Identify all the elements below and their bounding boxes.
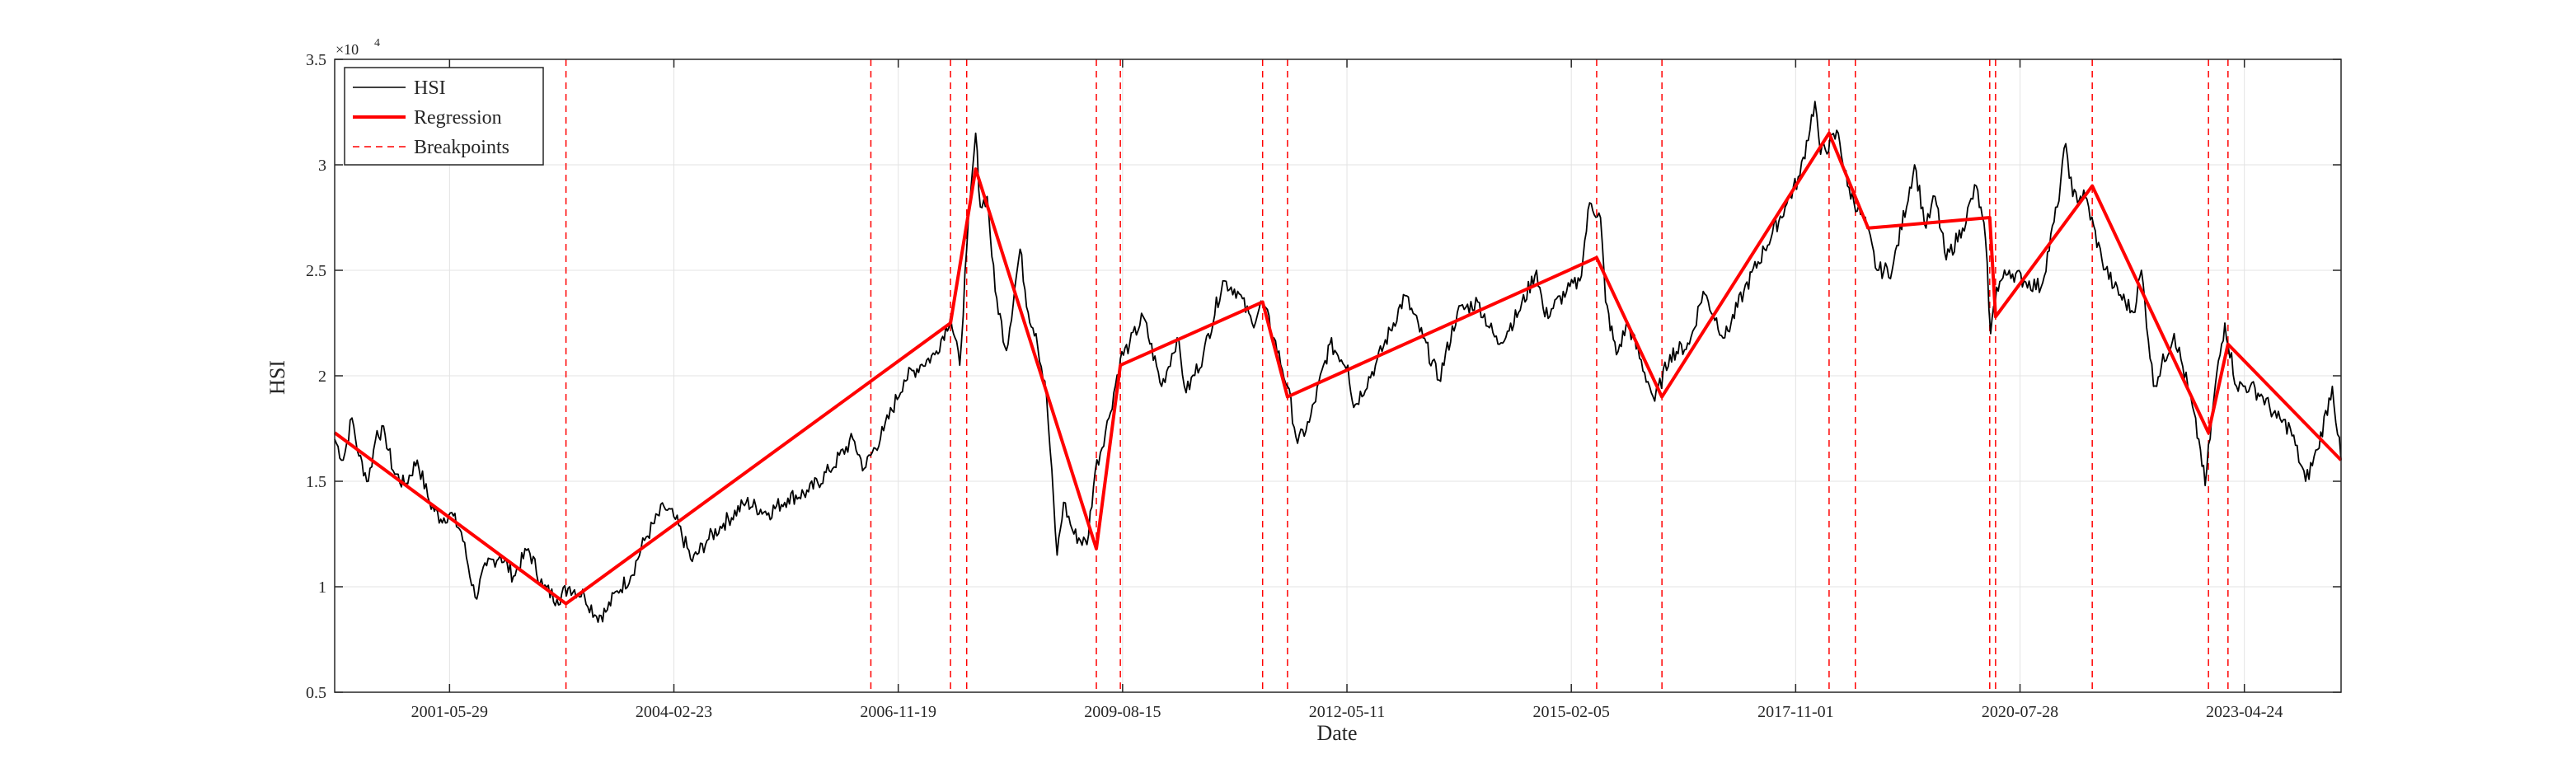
x-axis-label: Date [1316, 721, 1357, 745]
y-tick-label-3: 2 [318, 368, 326, 386]
x-tick-label-3: 2009-08-15 [1084, 703, 1161, 721]
y-tick-label-0: 0.5 [306, 684, 326, 702]
x-tick-label-6: 2017-11-01 [1757, 703, 1834, 721]
y-tick-label-4: 2.5 [306, 262, 326, 280]
x-tick-label-1: 2004-02-23 [636, 703, 712, 721]
x-tick-label-2: 2006-11-19 [860, 703, 936, 721]
legend-label-hsi: HSI [414, 77, 446, 99]
series-layer [333, 101, 2343, 623]
tick-labels: 2001-05-29 2004-02-23 2006-11-19 2009-08-15… [306, 51, 2283, 721]
x-tick-label-7: 2020-07-28 [1982, 703, 2058, 721]
x-tick-label-4: 2012-05-11 [1309, 703, 1386, 721]
x-tick-label-5: 2015-02-05 [1533, 703, 1610, 721]
legend-label-breakpoints: Breakpoints [414, 137, 509, 158]
y-exponent-power: 4 [374, 37, 380, 49]
legend-label-regression: Regression [414, 107, 502, 129]
legend: HSI Regression Breakpoints [344, 67, 544, 166]
y-tick-label-6: 3.5 [306, 51, 326, 69]
y-tick-label-1: 1 [318, 579, 326, 597]
axes [334, 59, 2342, 693]
y-exponent: ×10 4 [335, 37, 380, 58]
y-tick-label-2: 1.5 [306, 473, 326, 491]
y-tick-label-5: 3 [318, 157, 326, 175]
series-line-regression [333, 131, 2343, 606]
x-tick-label-0: 2001-05-29 [411, 703, 488, 721]
y-axis-label: HSI [265, 360, 289, 395]
x-tick-label-8: 2023-04-24 [2206, 703, 2283, 721]
y-exponent-base: ×10 [335, 41, 359, 58]
series-line-hsi [334, 101, 2342, 623]
breakpoint-lines [565, 59, 2229, 692]
